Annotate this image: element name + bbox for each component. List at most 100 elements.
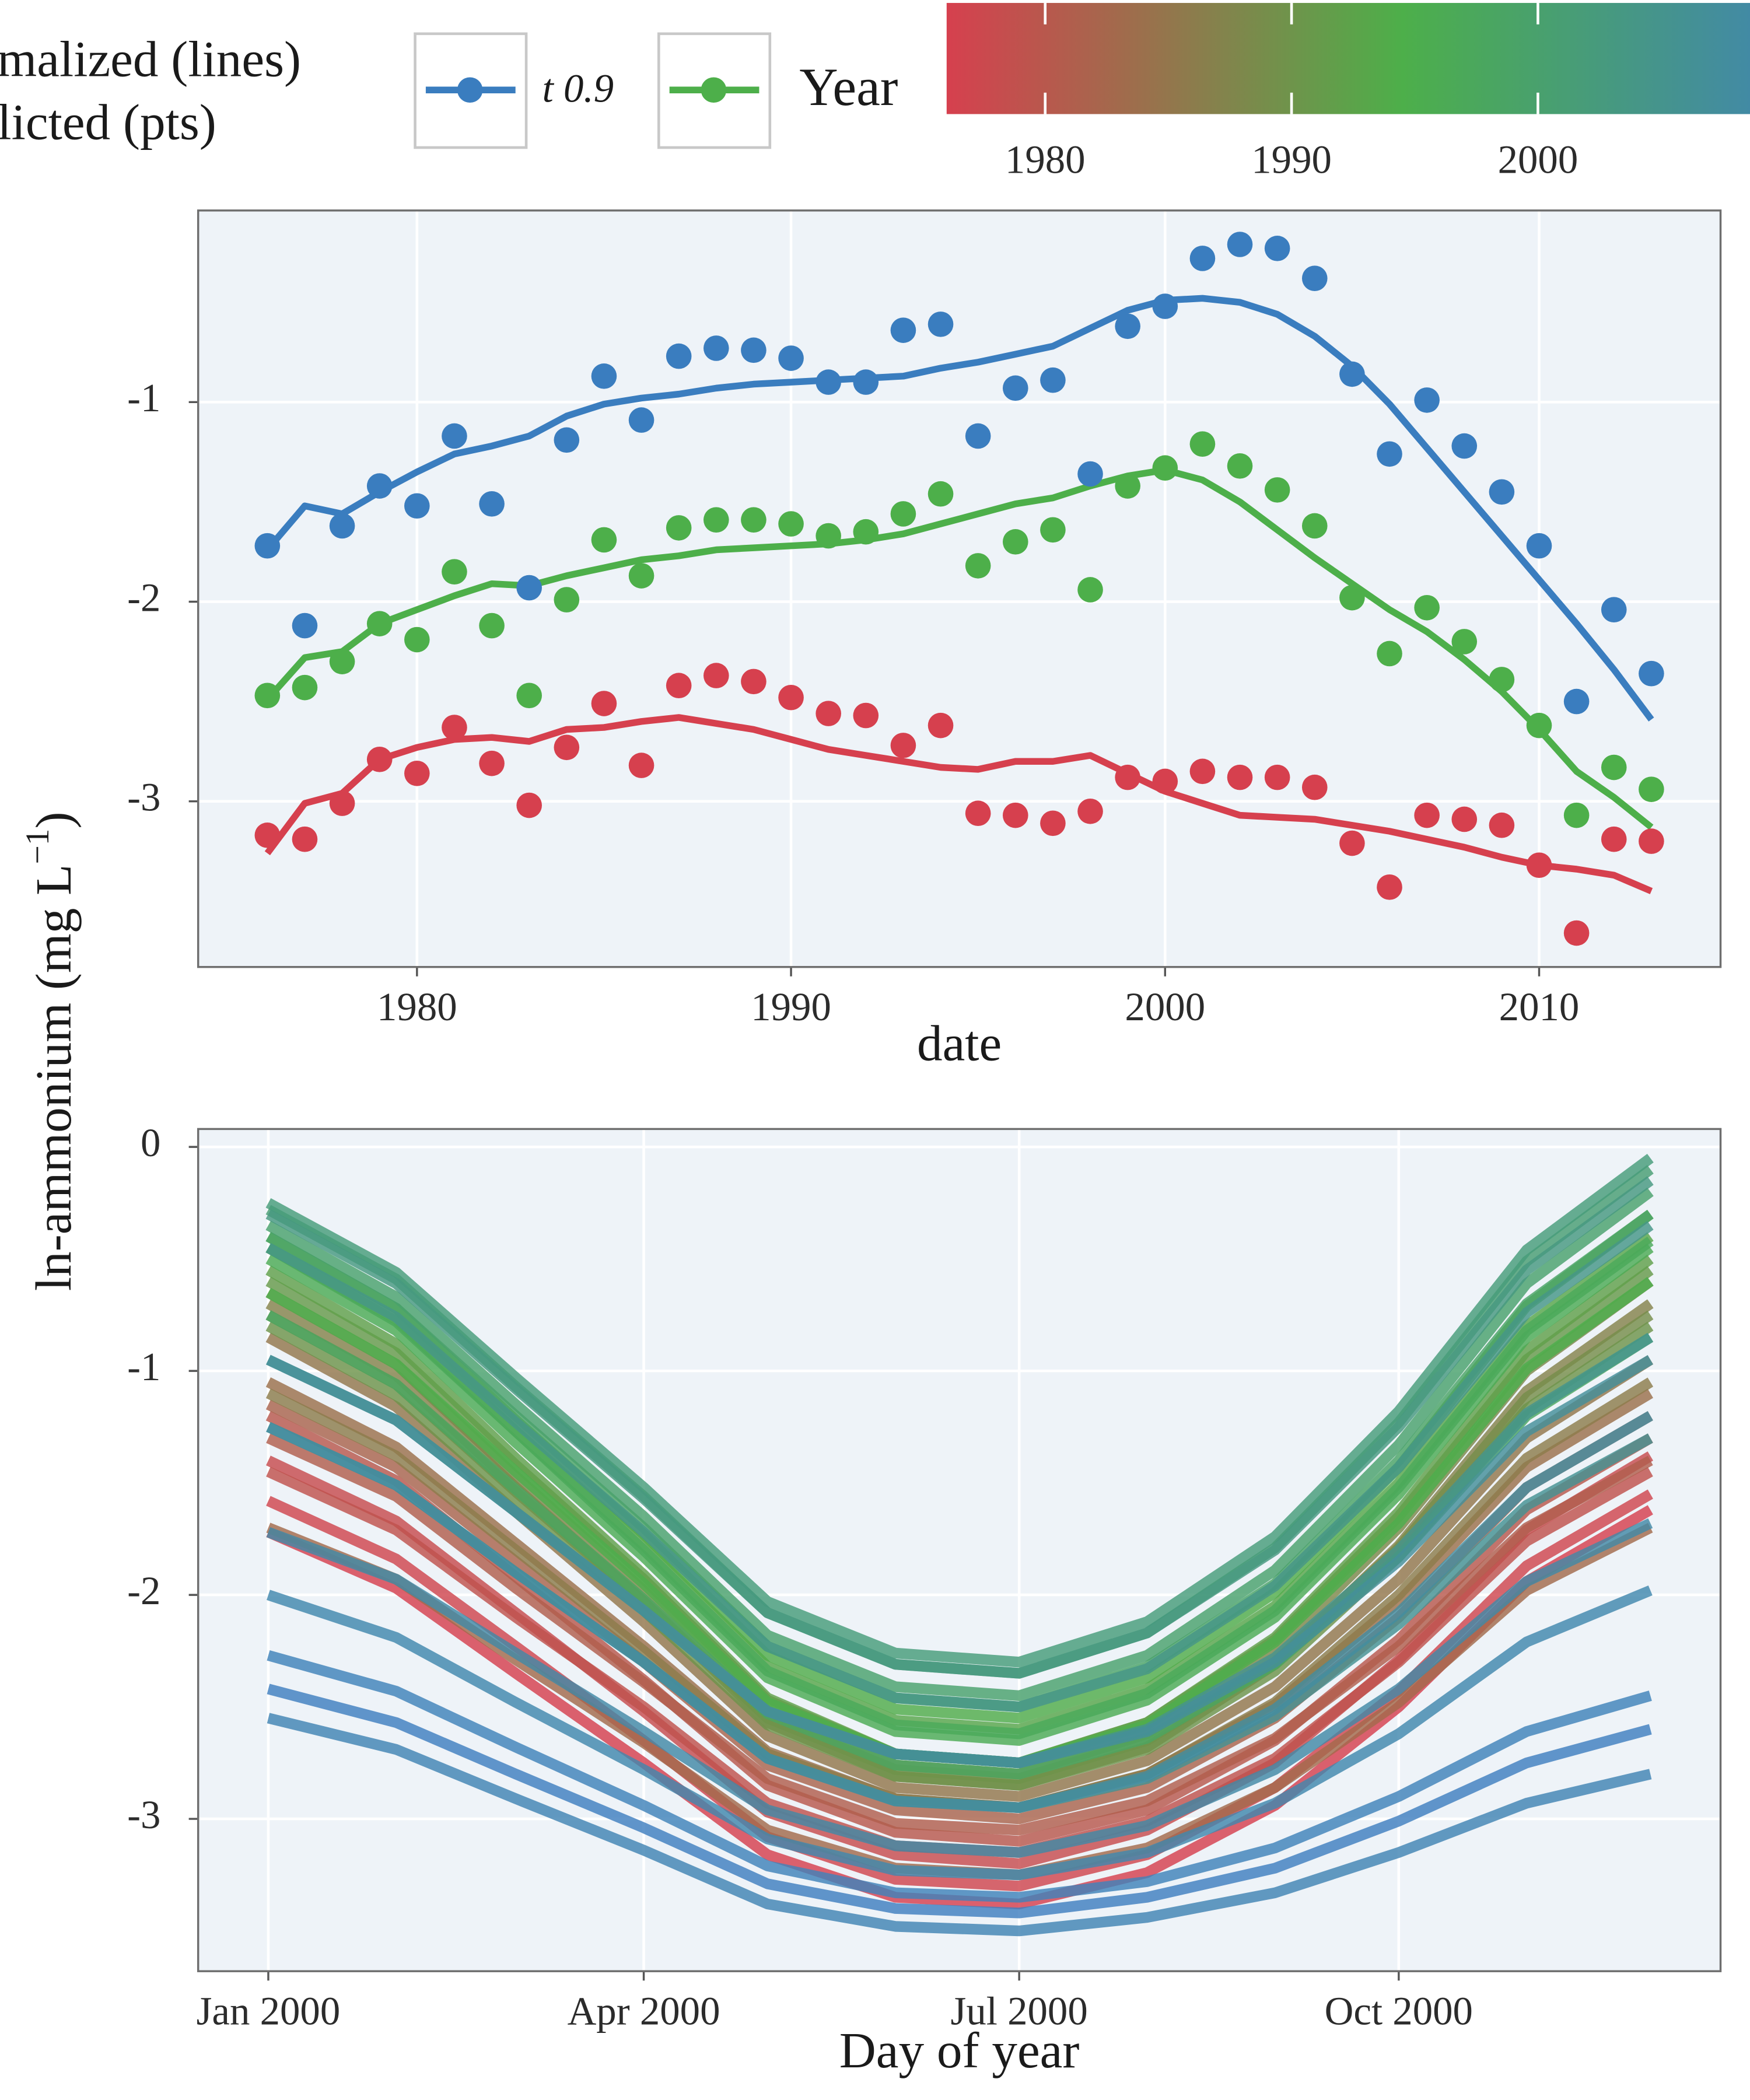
series-point [1301,513,1328,539]
x-axis-title: date [917,1015,1002,1072]
series-point [1301,774,1328,800]
series-point [479,612,505,639]
series-point [704,507,729,533]
series-point [666,515,692,541]
x-tick-label: Apr 2000 [568,1989,720,2034]
series-point [292,674,318,701]
series-point [329,513,355,539]
series-point [442,423,467,449]
y-tick-label: -1 [127,1345,160,1389]
series-point [853,519,879,545]
series-point [1639,660,1664,687]
legend-title: licted (pts) [0,94,216,150]
series-point [1377,640,1402,667]
series-point [591,527,617,553]
series-point [1152,293,1178,319]
series-point [442,715,467,740]
colorbar-label: 1980 [1005,137,1086,181]
series-line [266,1354,1653,1769]
series-point [1002,802,1028,828]
series-point [254,682,281,709]
series-point [366,473,393,499]
series-point [1152,455,1178,481]
series-point [292,612,318,639]
series-point [329,649,355,674]
series-point [1563,688,1590,715]
series-point [1414,387,1440,413]
x-tick-label: 1990 [751,985,831,1029]
legend-title: malized (lines) [0,31,301,88]
series-point [1077,461,1103,487]
series-point [965,800,991,827]
series-point [516,575,542,601]
series-point [704,663,729,688]
series-point [1451,433,1478,459]
series-point [404,626,430,653]
series-point [366,611,393,636]
y-axis-title: ln-ammonium (mg L−1) [19,811,82,1291]
series-point [628,407,654,433]
series-line [265,1153,1654,1668]
plot-border [197,1128,1722,1972]
series-point [1339,584,1365,611]
series-point [1227,764,1253,790]
series-point [554,734,580,761]
series-line [264,295,1654,722]
series-point [1414,802,1440,828]
legend-key-point [701,77,727,103]
series-point [479,491,505,517]
series-point [1451,629,1478,654]
series-point [1489,479,1515,505]
series-point [1489,812,1515,838]
series-point [1152,768,1178,794]
series-point [1639,828,1664,854]
y-tick-label: 0 [141,1121,160,1165]
x-tick-label: 1980 [377,985,457,1029]
series-point [1189,431,1216,457]
series-point [1115,764,1140,790]
series-point [479,750,505,776]
series-point [965,423,991,449]
series-point [816,523,841,549]
series-point [1526,852,1552,878]
plot-background [198,210,1721,967]
series-point [704,335,729,361]
series-point [628,752,654,778]
series-point [928,481,954,507]
series-point [965,553,991,579]
series-line [267,1585,1653,1881]
series-line [266,1518,1653,1858]
colorbar-label: 2000 [1498,137,1578,181]
x-tick-label: 2010 [1499,985,1580,1029]
series-point [1526,533,1552,559]
series-point [778,511,804,537]
series-point [741,507,766,533]
series-point [928,312,954,337]
series-line [266,1410,1653,1814]
series-point [1040,367,1066,393]
series-point [1115,313,1140,340]
series-point [1264,236,1290,261]
series-point [1489,667,1515,692]
y-tick-label: -3 [127,1793,160,1837]
series-point [816,701,841,726]
series-line [267,1713,1652,1937]
series-point [404,760,430,786]
series-point [1339,830,1365,856]
series-point [516,682,542,709]
series-point [1040,517,1066,543]
series-point [1040,810,1066,836]
series-point [890,501,916,527]
series-point [778,345,804,371]
series-point [853,369,879,395]
series-point [1227,232,1253,257]
series-point [1601,826,1627,852]
x-tick-label: Jan 2000 [197,1989,341,2034]
series-point [1601,754,1627,780]
x-tick-label: 2000 [1125,985,1205,1029]
series-point [1526,712,1552,738]
series-point [366,747,393,772]
plot-border [197,209,1722,968]
